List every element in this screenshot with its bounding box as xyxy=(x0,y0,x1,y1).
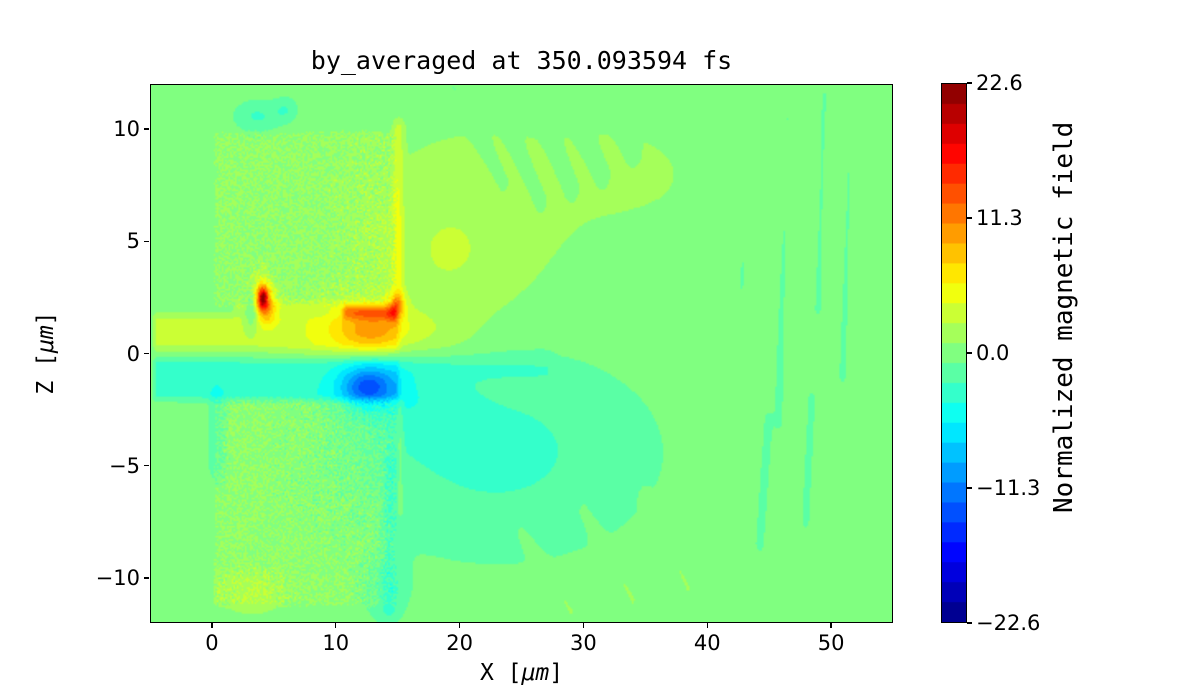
colorbar xyxy=(941,83,967,623)
colorbar-canvas xyxy=(942,84,966,622)
colorbar-tick-mark-3 xyxy=(967,487,972,489)
colorbar-tick-mark-1 xyxy=(967,217,972,219)
x-tick-label-1: 10 xyxy=(322,631,350,655)
colorbar-tick-label-4: −22.6 xyxy=(976,611,1041,635)
z-tick-mark-1 xyxy=(144,240,149,242)
z-tick-label-0: 10 xyxy=(113,116,140,141)
x-tick-mark-2 xyxy=(458,623,461,628)
z-axis-label-close: ] xyxy=(33,311,59,326)
x-axis-label: X [μm] xyxy=(150,660,893,686)
x-tick-label-5: 50 xyxy=(817,631,845,655)
x-tick-mark-5 xyxy=(830,623,832,628)
x-tick-mark-3 xyxy=(582,623,584,628)
x-axis-label-math: μm xyxy=(521,660,550,686)
colorbar-tick-label-0: 22.6 xyxy=(976,71,1023,95)
x-axis-label-close: ] xyxy=(549,660,564,686)
z-tick-mark-2 xyxy=(144,352,149,355)
heatmap-plot-area xyxy=(150,84,893,623)
z-tick-label-3: −5 xyxy=(109,453,140,478)
colorbar-tick-mark-4 xyxy=(967,622,972,624)
z-tick-label-1: 5 xyxy=(126,229,140,254)
x-tick-mark-1 xyxy=(335,623,337,628)
x-tick-label-0: 0 xyxy=(205,631,219,655)
x-tick-label-2: 20 xyxy=(446,631,473,655)
x-tick-mark-0 xyxy=(211,623,213,628)
colorbar-tick-mark-2 xyxy=(967,352,972,354)
x-tick-label-4: 40 xyxy=(693,631,721,655)
z-tick-mark-0 xyxy=(144,128,149,130)
z-tick-label-2: 0 xyxy=(126,341,140,366)
colorbar-tick-label-2: 0.0 xyxy=(976,341,1010,365)
plot-title: by_averaged at 350.093594 fs xyxy=(310,46,733,75)
heatmap-canvas xyxy=(151,85,892,622)
x-tick-label-3: 30 xyxy=(570,631,597,655)
x-axis-label-text: X [ xyxy=(479,660,522,686)
z-tick-mark-3 xyxy=(144,465,149,467)
colorbar-tick-label-1: 11.3 xyxy=(976,206,1023,230)
colorbar-tick-label-3: −11.3 xyxy=(976,476,1041,500)
colorbar-tick-mark-0 xyxy=(967,82,972,84)
z-tick-mark-4 xyxy=(144,577,149,579)
x-tick-mark-4 xyxy=(706,623,708,628)
z-tick-label-4: −10 xyxy=(95,566,140,591)
